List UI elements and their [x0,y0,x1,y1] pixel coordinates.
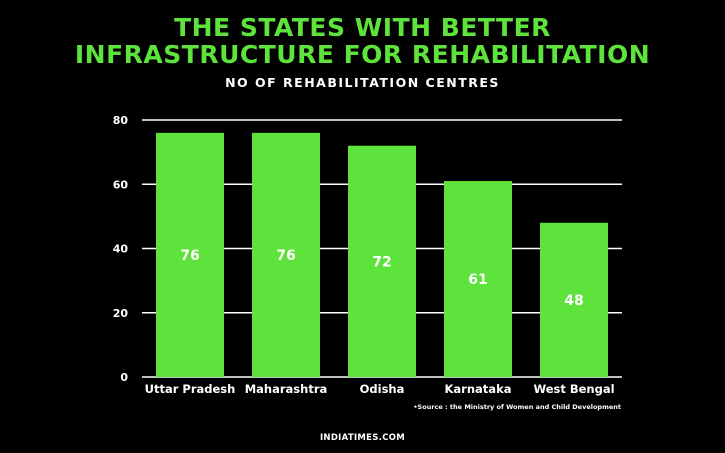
y-tick-label: 0 [120,371,128,384]
bar [540,222,608,377]
x-tick-label: Odisha [360,382,405,396]
y-tick-label: 20 [113,307,129,320]
source-note: •Source : the Ministry of Women and Chil… [413,403,621,411]
bar [252,132,320,377]
y-tick-label: 80 [113,114,129,127]
data-label: 61 [468,272,487,288]
data-label: 48 [564,293,583,309]
chart-title-line-2: INFRASTRUCTURE FOR REHABILITATION [74,40,651,69]
data-label: 76 [180,248,199,264]
data-label: 72 [372,254,391,270]
bar [348,145,416,377]
data-label: 76 [276,248,295,264]
chart-title: THE STATES WITH BETTER INFRASTRUCTURE FO… [0,14,725,68]
chart-subtitle: NO OF REHABILITATION CENTRES [225,75,500,90]
y-tick-label: 40 [113,243,129,256]
x-tick-label: Uttar Pradesh [145,382,236,396]
brand-footer: INDIATIMES.COM [319,433,406,443]
bar [444,181,512,377]
chart-title-line-1: THE STATES WITH BETTER [174,13,551,42]
x-tick-label: West Bengal [533,382,614,396]
y-tick-label: 60 [113,178,129,191]
x-tick-label: Maharashtra [245,382,328,396]
bar [156,132,224,377]
x-tick-label: Karnataka [445,382,512,396]
